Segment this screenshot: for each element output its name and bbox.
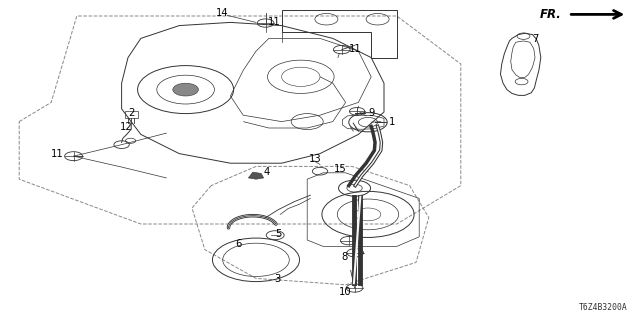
Text: 13: 13	[308, 154, 321, 164]
Text: 6: 6	[236, 239, 242, 249]
Text: 11: 11	[51, 149, 64, 159]
Text: 7: 7	[532, 34, 539, 44]
Text: 14: 14	[216, 8, 229, 18]
Text: T6Z4B3200A: T6Z4B3200A	[579, 303, 627, 312]
Text: 3: 3	[274, 274, 280, 284]
Text: 5: 5	[275, 229, 282, 239]
Text: 4: 4	[264, 167, 270, 177]
Polygon shape	[248, 172, 264, 179]
Circle shape	[173, 83, 198, 96]
Text: 11: 11	[268, 17, 280, 28]
Text: 8: 8	[342, 252, 348, 262]
Text: 11: 11	[349, 44, 362, 54]
Text: 9: 9	[369, 108, 375, 118]
Text: FR.: FR.	[540, 8, 562, 21]
Text: 15: 15	[334, 164, 347, 174]
Text: 1: 1	[389, 117, 396, 127]
Text: 10: 10	[339, 287, 352, 297]
Text: 2: 2	[128, 108, 134, 118]
Text: 12: 12	[120, 122, 133, 132]
